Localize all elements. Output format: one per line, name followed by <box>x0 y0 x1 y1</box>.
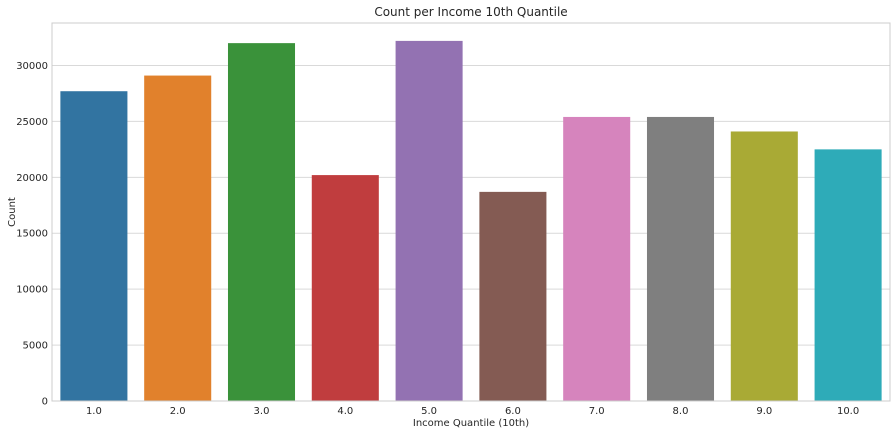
bar-4.0 <box>311 175 379 401</box>
x-tick-label: 5.0 <box>421 406 437 417</box>
x-tick-label: 8.0 <box>673 406 689 417</box>
bar-7.0 <box>563 116 631 401</box>
x-tick-label: 7.0 <box>589 406 605 417</box>
bar-5.0 <box>395 40 463 401</box>
x-tick-label: 9.0 <box>756 406 772 417</box>
y-tick-label: 10000 <box>16 285 48 296</box>
y-tick-label: 5000 <box>23 341 48 352</box>
x-tick-label: 10.0 <box>837 406 859 417</box>
plot-frame <box>51 22 891 402</box>
bar-3.0 <box>227 43 296 401</box>
y-tick-label: 25000 <box>16 117 48 128</box>
chart-title: Count per Income 10th Quantile <box>374 5 567 19</box>
x-tick-label: 2.0 <box>170 406 186 417</box>
y-axis-label: Count <box>7 197 18 227</box>
bar-6.0 <box>479 191 547 401</box>
y-tick-label: 0 <box>42 397 48 408</box>
y-tick-labels: 0 5000 10000 15000 20000 25000 30000 <box>16 61 48 408</box>
bars <box>60 40 882 401</box>
bar-1.0 <box>60 91 128 401</box>
bar-2.0 <box>144 75 212 401</box>
x-axis-label: Income Quantile (10th) <box>413 418 529 429</box>
y-tick-label: 15000 <box>16 229 48 240</box>
x-tick-labels: 1.0 2.0 3.0 4.0 5.0 6.0 7.0 8.0 9.0 10.0 <box>86 406 859 417</box>
x-tick-label: 1.0 <box>86 406 102 417</box>
x-tick-label: 3.0 <box>254 406 270 417</box>
bar-9.0 <box>730 131 798 401</box>
x-tick-label: 6.0 <box>505 406 521 417</box>
bar-8.0 <box>646 116 715 401</box>
y-tick-label: 20000 <box>16 173 48 184</box>
bar-10.0 <box>814 149 882 401</box>
x-tick-label: 4.0 <box>337 406 353 417</box>
y-tick-label: 30000 <box>16 61 48 72</box>
